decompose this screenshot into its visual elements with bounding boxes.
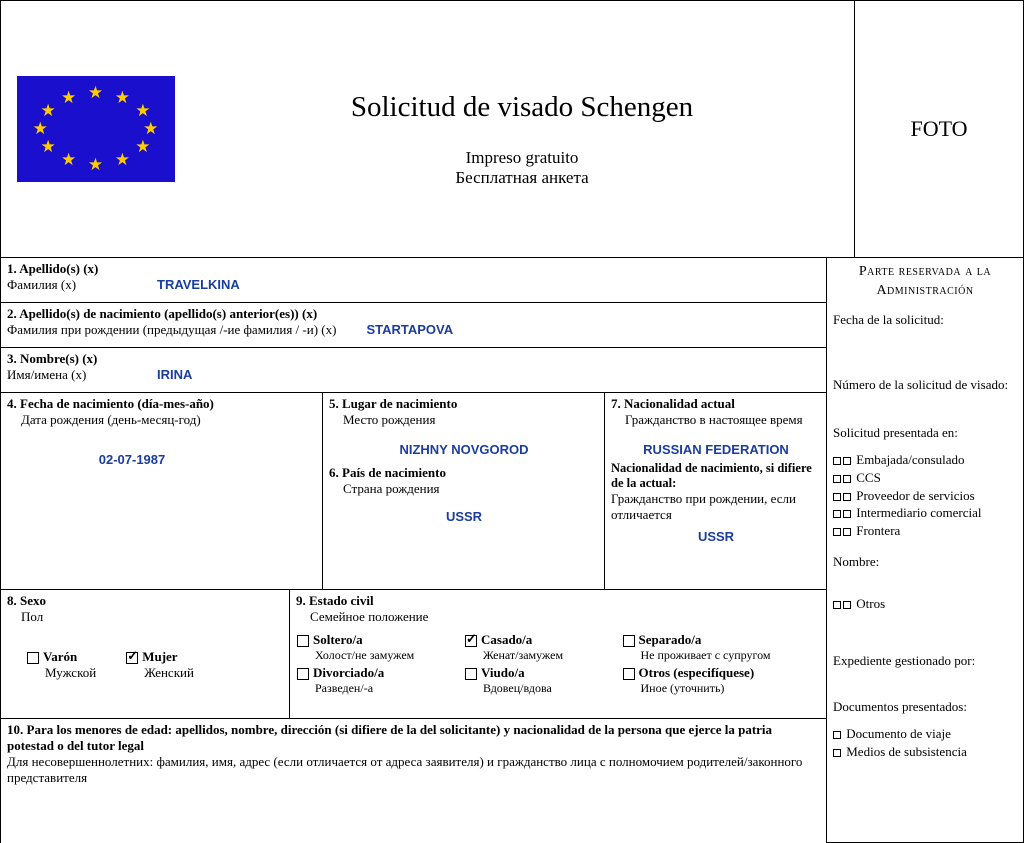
admin-presented-label: Solicitud presentada en: [833,424,1017,442]
f3-label-es: 3. Nombre(s) (x) [7,351,97,366]
admin-opt-border[interactable]: Frontera [833,522,1017,540]
f2-label-ru: Фамилия при рождении (предыдущая /-ие фа… [7,322,336,338]
admin-docs-label: Documentos presentados: [833,698,1017,716]
f1-label-ru: Фамилия (x) [7,277,157,293]
field-2-birth-surname: 2. Apellido(s) de nacimiento (apellido(s… [0,302,827,348]
admin-opt-ccs[interactable]: CCS [833,469,1017,487]
f4-label-ru: Дата рождения (день-месяц-год) [7,412,317,428]
f1-value: TRAVELKINA [157,277,240,293]
admin-opt-intermediary[interactable]: Intermediario comercial [833,504,1017,522]
civil-opt-married[interactable]: Casado/a Женат/замужем [464,631,622,664]
eu-flag: ★ ★ ★ ★ ★ ★ ★ ★ ★ ★ ★ ★ [17,76,175,182]
admin-name-label: Nombre: [833,553,1017,571]
field-5-6-column: 5. Lugar de nacimiento Место рождения NI… [322,392,605,590]
title-cell: Solicitud de visado Schengen Impreso gra… [189,0,855,258]
admin-column: Parte reservada a la Administración Fech… [826,257,1024,843]
f7-label-es: 7. Nacionalidad actual [611,396,821,412]
f7-value: RUSSIAN FEDERATION [611,442,821,457]
sex-option-male[interactable]: Varón Мужской [27,649,96,681]
admin-head-1: Parte reservada a la [833,263,1017,282]
admin-number-label: Número de la solicitud de visado: [833,376,1017,394]
civil-opt-widowed[interactable]: Viudo/a Вдовец/вдова [464,664,622,697]
admin-doc-subsistence[interactable]: Medios de subsistencia [833,743,1017,761]
f3-value: IRINA [157,367,192,383]
f5-value: NIZHNY NOVGOROD [329,442,599,457]
field-1-surname: 1. Apellido(s) (x) Фамилия (x) TRAVELKIN… [0,257,827,303]
field-3-firstname: 3. Nombre(s) (x) Имя/имена (x) IRINA [0,347,827,393]
f10-label-ru: Для несовершеннолетних: фамилия, имя, ад… [7,754,821,786]
f1-label-es: 1. Apellido(s) (x) [7,261,98,276]
f8-label-ru: Пол [7,609,284,625]
f4-value: 02-07-1987 [7,452,317,467]
field-8-sex: 8. Sexo Пол Varón Мужской Mujer Женский [0,589,290,719]
field-9-civil-status: 9. Estado civil Семейное положение Solte… [289,589,827,719]
f6-label-es: 6. País de nacimiento [329,465,599,481]
civil-opt-separated[interactable]: Separado/a Не проживает с супругом [622,631,822,664]
f6-value: USSR [329,509,599,524]
field-4-dob: 4. Fecha de nacimiento (día-mes-año) Дат… [0,392,323,590]
f5-label-ru: Место рождения [329,412,599,428]
f3-label-ru: Имя/имена (x) [7,367,157,383]
f7-birth-ru: Гражданство при рождении, если отличаетс… [611,491,821,523]
visa-form-page: ★ ★ ★ ★ ★ ★ ★ ★ ★ ★ ★ ★ Solicitud de vis… [0,0,1024,843]
subtitle-ru: Бесплатная анкета [189,168,855,188]
admin-opt-provider[interactable]: Proveedor de servicios [833,487,1017,505]
sex-option-female[interactable]: Mujer Женский [126,649,194,681]
admin-date-label: Fecha de la solicitud: [833,311,1017,329]
subtitle-es: Impreso gratuito [189,148,855,168]
flag-cell: ★ ★ ★ ★ ★ ★ ★ ★ ★ ★ ★ ★ [0,0,190,258]
f7-birth-es: Nacionalidad de nacimiento, si difiere d… [611,461,821,491]
f2-value: STARTAPOVA [366,322,453,338]
f9-label-ru: Семейное положение [296,609,821,625]
civil-opt-others[interactable]: Otros (especifíquese) Иное (уточнить) [622,664,822,697]
photo-box: FOTO [854,0,1024,258]
photo-label: FOTO [910,116,967,142]
civil-opt-divorced[interactable]: Divorciado/a Разведен/-а [296,664,464,697]
f2-label-es: 2. Apellido(s) de nacimiento (apellido(s… [7,306,317,321]
f4-label-es: 4. Fecha de nacimiento (día-mes-año) [7,396,317,412]
field-7-nationality: 7. Nacionalidad actual Гражданство в нас… [604,392,827,590]
admin-opt-embassy[interactable]: Embajada/consulado [833,451,1017,469]
f7-birth-value: USSR [611,529,821,544]
f8-label-es: 8. Sexo [7,593,284,609]
admin-opt-others[interactable]: Otros [833,595,1017,613]
field-10-minors: 10. Para los menores de edad: apellidos,… [0,718,827,843]
admin-head-2: Administración [833,282,1017,301]
form-title: Solicitud de visado Schengen [189,91,855,124]
civil-opt-single[interactable]: Soltero/a Холост/не замужем [296,631,464,664]
admin-doc-travel[interactable]: Documento de viaje [833,725,1017,743]
f5-label-es: 5. Lugar de nacimiento [329,396,599,412]
admin-expediente-label: Expediente gestionado por: [833,652,1017,670]
f9-label-es: 9. Estado civil [296,593,821,609]
f10-label-es: 10. Para los menores de edad: apellidos,… [7,722,821,754]
f6-label-ru: Страна рождения [329,481,599,497]
f7-label-ru: Гражданство в настоящее время [611,412,821,428]
